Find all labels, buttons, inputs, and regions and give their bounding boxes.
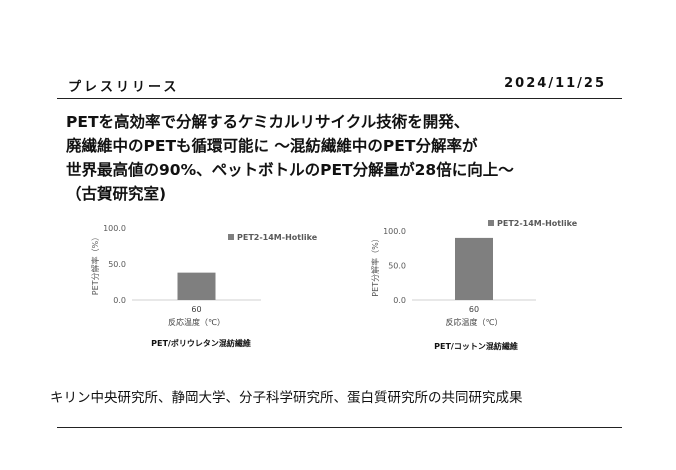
research-credit: キリン中央研究所、静岡大学、分子科学研究所、蛋白質研究所の共同研究成果 — [50, 390, 523, 406]
legend-label: PET2-14M-Hotlike — [237, 233, 318, 242]
top-divider — [57, 98, 622, 99]
bar-60 — [455, 237, 493, 300]
y-axis-label: PET分解率（%） — [370, 234, 380, 296]
x-tick-label: 60 — [469, 305, 479, 314]
legend-swatch — [488, 220, 494, 226]
chart-caption: PET/ポリウレタン混紡繊維 — [151, 339, 251, 348]
y-axis-label: PET分解率（%） — [90, 233, 100, 295]
x-axis-label: 反応温度（℃） — [168, 317, 225, 327]
x-tick-label: 60 — [191, 305, 201, 314]
y-tick-label: 100.0 — [383, 227, 406, 236]
chart-pet-cotton: 0.0 50.0 100.0 60 反応温度（℃） PET分解率（%） PET2-14M-H… — [366, 216, 606, 356]
chart-pet-polyurethane-plot: 0.0 50.0 100.0 60 反応温度（℃） PET分解率（%） PET2-14M-H… — [90, 224, 318, 327]
legend-label: PET2-14M-Hotlike — [497, 219, 578, 228]
page-title: PETを高効率で分解するケミカルリサイクル技術を開発、 廃繊維中のPETも循環可… — [66, 110, 626, 206]
release-date: 2024/11/25 — [504, 76, 606, 91]
legend-swatch — [228, 234, 234, 240]
chart-pet-polyurethane: 0.0 50.0 100.0 60 反応温度（℃） PET分解率（%） PET2-14M-H… — [86, 220, 336, 350]
y-tick-label: 50.0 — [388, 262, 406, 271]
y-tick-label: 0.0 — [113, 296, 126, 305]
y-tick-label: 50.0 — [108, 260, 126, 269]
y-tick-label: 100.0 — [103, 224, 126, 233]
bar-60 — [177, 272, 216, 300]
chart-pet-cotton-plot: 0.0 50.0 100.0 60 反応温度（℃） PET分解率（%） PET2-14M-H… — [370, 219, 578, 327]
title-line-3: 世界最高値の90%、ペットボトルのPET分解量が28倍に向上〜 — [66, 161, 514, 179]
title-line-4: （古賀研究室) — [66, 185, 167, 203]
x-axis-label: 反応温度（℃） — [446, 317, 503, 327]
title-line-1: PETを高効率で分解するケミカルリサイクル技術を開発、 — [66, 113, 470, 131]
press-release-label: プレスリリース — [68, 80, 180, 95]
press-header: プレスリリース 2024/11/25 — [58, 76, 608, 95]
title-line-2: 廃繊維中のPETも循環可能に 〜混紡繊維中のPET分解率が — [66, 137, 478, 155]
y-tick-label: 0.0 — [393, 296, 406, 305]
bottom-divider — [57, 427, 622, 428]
chart-caption: PET/コットン混紡繊維 — [434, 342, 518, 351]
